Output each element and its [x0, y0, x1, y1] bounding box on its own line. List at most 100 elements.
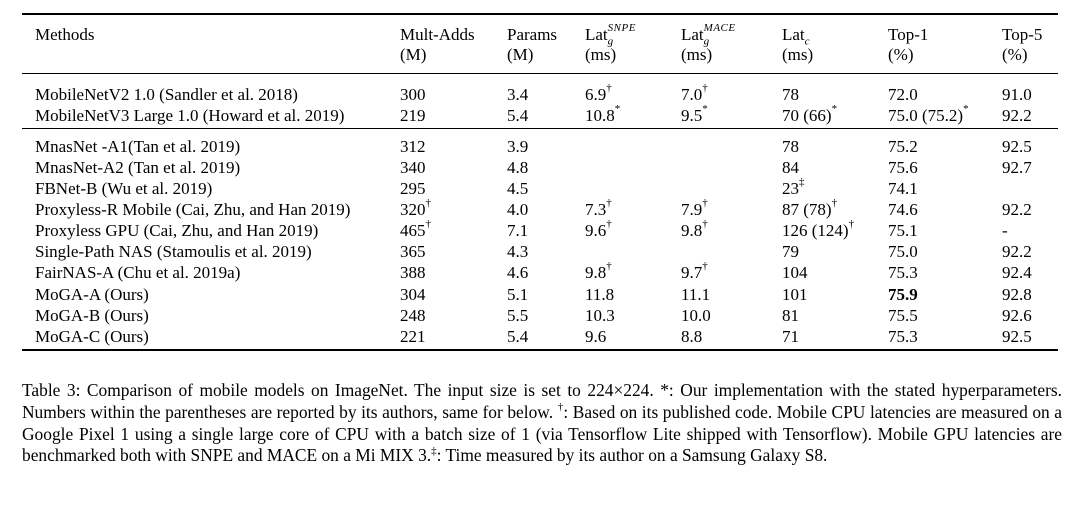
- cell-method-value: MoGA-B (Ours): [35, 306, 149, 325]
- cell-lat_mace-value: 7.9: [681, 200, 703, 219]
- cell-params-value: 5.4: [507, 106, 529, 125]
- cell-lat_c: 87 (78)†: [782, 198, 837, 220]
- cell-method: MobileNetV3 Large 1.0 (Howard et al. 201…: [35, 106, 344, 126]
- caption-dagger: †: [557, 401, 564, 413]
- cell-params-value: 3.4: [507, 85, 529, 104]
- cell-multadds: 388: [400, 263, 426, 283]
- cell-lat_snpe-mark: †: [606, 197, 612, 210]
- header-multadds-label: Mult-Adds: [400, 25, 475, 44]
- cell-lat_mace-mark: *: [702, 103, 708, 116]
- cell-params: 5.4: [507, 106, 528, 126]
- cell-method: MnasNet-A2 (Tan et al. 2019): [35, 158, 240, 178]
- cell-params: 7.1: [507, 221, 528, 241]
- cell-lat_snpe-value: 9.8: [585, 263, 607, 282]
- cell-top1-value: 75.0 (75.2): [888, 106, 964, 125]
- cell-top5-value: 92.4: [1002, 263, 1032, 282]
- cell-lat_mace: 7.9†: [681, 198, 708, 220]
- cell-top1-value: 74.6: [888, 200, 918, 219]
- cell-method: MoGA-C (Ours): [35, 327, 149, 347]
- cell-lat_snpe-mark: *: [614, 103, 621, 116]
- cell-lat_snpe: 10.3: [585, 306, 615, 326]
- cell-lat_snpe-value: 6.9: [585, 85, 607, 104]
- cell-lat_snpe-value: 7.3: [585, 200, 607, 219]
- cell-multadds-mark: †: [425, 218, 432, 231]
- cell-method-value: FairNAS-A (Chu et al. 2019a): [35, 263, 241, 282]
- cell-lat_mace: 9.5*: [681, 103, 708, 126]
- cell-method-value: MobileNetV2 1.0 (Sandler et al. 2018): [35, 85, 298, 104]
- cell-lat_c: 101: [782, 285, 808, 305]
- cell-top1-value: 75.1: [888, 221, 918, 240]
- header-params-unit: (M): [507, 45, 534, 64]
- header-lat_snpe-sub: g: [607, 35, 614, 48]
- header-lat_mace-label: Lat: [681, 25, 704, 44]
- cell-top5-value: 92.5: [1002, 327, 1032, 346]
- header-methods-label: Methods: [35, 25, 95, 44]
- cell-top1-value: 75.9: [888, 285, 918, 304]
- header-methods: Methods: [35, 25, 95, 45]
- cell-lat_c: 70 (66)*: [782, 104, 837, 126]
- caption-double-dagger: ‡: [431, 444, 437, 457]
- cell-multadds: 304: [400, 285, 426, 305]
- cell-top1-value: 75.2: [888, 137, 918, 156]
- cell-method: MoGA-B (Ours): [35, 306, 149, 326]
- cell-multadds-value: 304: [400, 285, 426, 304]
- cell-params-value: 4.0: [507, 200, 529, 219]
- header-params: Params: [507, 25, 557, 45]
- cell-lat_snpe-mark: †: [606, 82, 612, 95]
- header-lat_snpe-label: Lat: [585, 25, 608, 44]
- cell-lat_c-value: 79: [782, 242, 799, 261]
- caption-text-3: : Time measured by its author on a Samsu…: [436, 445, 828, 466]
- cell-top1-value: 72.0: [888, 85, 918, 104]
- cell-multadds-value: 320: [400, 200, 426, 219]
- cell-lat_c: 104: [782, 263, 808, 283]
- cell-lat_c: 23‡: [782, 177, 805, 199]
- cell-top1: 72.0: [888, 85, 918, 105]
- header-top5-unit: (%): [1002, 45, 1028, 64]
- header-lat_snpe: LatgSNPE: [585, 22, 636, 48]
- cell-lat_snpe-value: 10.8: [585, 106, 615, 125]
- cell-lat_c-mark: †: [848, 218, 855, 231]
- cell-lat_c-value: 70 (66): [782, 106, 832, 125]
- caption-text-2: : Based on its published code. Mobile CP…: [22, 401, 1063, 466]
- cell-multadds-value: 219: [400, 106, 426, 125]
- cell-top1-value: 75.3: [888, 263, 918, 282]
- cell-top1: 75.5: [888, 306, 918, 326]
- cell-top5: 92.7: [1002, 158, 1032, 178]
- header-lat_c-unit: (ms): [782, 45, 814, 64]
- cell-top5-value: 92.8: [1002, 285, 1032, 304]
- cell-top1: 75.6: [888, 158, 918, 178]
- cell-method: Single-Path NAS (Stamoulis et al. 2019): [35, 242, 312, 262]
- cell-lat_snpe: 10.8*: [585, 103, 621, 126]
- cell-method: Proxyless GPU (Cai, Zhu, and Han 2019): [35, 221, 318, 241]
- cell-multadds-mark: †: [425, 197, 432, 210]
- cell-top1-value: 75.0: [888, 242, 918, 261]
- cell-method: MobileNetV2 1.0 (Sandler et al. 2018): [35, 85, 298, 105]
- header-params-label: Params: [507, 25, 558, 44]
- cell-params: 5.5: [507, 306, 528, 326]
- header-lat_mace-unit: (ms): [681, 45, 713, 64]
- cell-top5-value: 91.0: [1002, 85, 1032, 104]
- cell-method: MoGA-A (Ours): [35, 285, 149, 305]
- cell-multadds: 312: [400, 137, 426, 157]
- cell-params: 4.8: [507, 158, 528, 178]
- cell-lat_snpe-value: 11.8: [585, 285, 615, 304]
- cell-lat_mace-value: 11.1: [681, 285, 711, 304]
- cell-params-value: 7.1: [507, 221, 529, 240]
- cell-top1: 75.0: [888, 242, 918, 262]
- cell-lat_mace-value: 9.7: [681, 263, 703, 282]
- cell-lat_snpe: 11.8: [585, 285, 614, 305]
- table-header-rule: [22, 73, 1058, 74]
- cell-multadds-value: 248: [400, 306, 426, 325]
- cell-lat_c-value: 23: [782, 179, 799, 198]
- cell-top5: -: [1002, 221, 1008, 241]
- cell-lat_mace: 8.8: [681, 327, 702, 347]
- cell-params: 4.6: [507, 263, 528, 283]
- cell-lat_snpe: 9.8†: [585, 261, 612, 283]
- cell-lat_mace: 11.1: [681, 285, 710, 305]
- header-top1: Top-1: [888, 25, 928, 45]
- header-lat_snpe-sup: SNPE: [607, 22, 636, 35]
- cell-lat_snpe-mark: †: [606, 218, 612, 231]
- cell-top5-value: 92.2: [1002, 200, 1032, 219]
- cell-top1: 75.3: [888, 263, 918, 283]
- cell-params-value: 4.6: [507, 263, 529, 282]
